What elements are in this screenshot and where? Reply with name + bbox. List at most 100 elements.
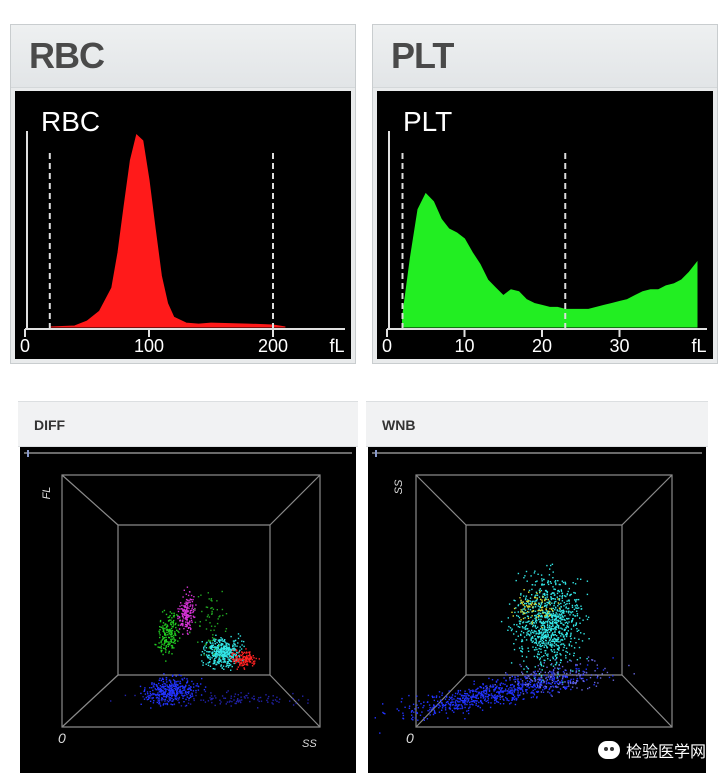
diff-cyan-cluster-point: [232, 658, 234, 660]
diff-green-cluster-point: [174, 642, 176, 644]
wnb-blue-scatter-point: [526, 667, 529, 669]
diff-magenta-cluster-point: [189, 609, 192, 612]
diff-scatter-noise-point: [199, 621, 201, 623]
wnb-blue-band-point: [445, 701, 448, 704]
wnb-blue-band-point: [455, 699, 457, 702]
diff-scatter-noise-point: [205, 644, 207, 646]
diff-blue-tail-point: [243, 696, 246, 698]
wnb-box-edge: [621, 674, 673, 728]
wnb-cyan-cluster-point: [557, 615, 559, 618]
wnb-blue-band-point: [465, 696, 467, 698]
diff-cyan-cluster-point: [225, 654, 228, 656]
diff-blue-cluster-point: [153, 683, 155, 686]
diff-blue-tail-point: [272, 695, 274, 697]
wnb-cyan-cluster-point: [513, 623, 515, 626]
wnb-cyan-cluster-point: [544, 628, 546, 631]
wnb-cyan-cluster-point: [553, 592, 555, 594]
wnb-cyan-cluster-point: [563, 646, 565, 648]
wnb-blue-band-point: [552, 686, 555, 688]
diff-cyan-cluster-point: [208, 651, 211, 653]
wnb-blue-scatter-point: [537, 685, 539, 687]
diff-green-cluster-point: [164, 623, 166, 625]
diff-blue-cluster-point: [188, 688, 190, 691]
wnb-blue-band-point: [503, 690, 506, 692]
diff-blue-tail-point: [124, 694, 127, 697]
wnb-cyan-cluster-point: [575, 599, 577, 601]
wnb-blue-scatter-point: [505, 672, 507, 674]
wnb-cyan-cluster-point: [548, 574, 551, 576]
wnb-blue-band-point: [486, 685, 488, 687]
wnb-blue-band-point: [507, 692, 509, 694]
wnb-cyan-cluster-point: [565, 633, 567, 636]
wnb-blue-scatter-point: [527, 677, 529, 679]
wnb-blue-band-point: [451, 701, 453, 703]
wnb-blue-scatter-point: [545, 686, 548, 688]
wnb-blue-band-point: [612, 675, 614, 677]
diff-blue-cluster-point: [155, 694, 157, 697]
diff-cyan-cluster-point: [213, 662, 215, 664]
wnb-cyan-cluster-point: [527, 650, 530, 652]
wnb-blue-band-point: [502, 703, 505, 705]
wnb-cyan-cluster-point: [521, 647, 523, 650]
wnb-cyan-cluster-point: [553, 605, 555, 607]
wnb-yellow-cluster-point: [513, 607, 516, 610]
diff-cyan-cluster-point: [222, 656, 225, 659]
wnb-cyan-cluster-point: [559, 614, 562, 616]
wnb-blue-band-point: [526, 692, 528, 694]
wnb-cyan-cluster-point: [556, 640, 558, 642]
diff-blue-tail-point: [223, 697, 225, 699]
diff-cyan-cluster-point: [225, 665, 227, 668]
wnb-blue-band-point: [494, 699, 496, 702]
wnb-cyan-cluster-point: [556, 651, 558, 654]
wnb-cyan-cluster-point: [542, 593, 544, 595]
diff-magenta-cluster-point: [185, 618, 187, 621]
wnb-blue-scatter-point: [534, 680, 536, 682]
diff-cyan-cluster-point: [223, 645, 225, 647]
wnb-cyan-cluster-point: [553, 642, 556, 644]
diff-blue-cluster-point: [160, 688, 162, 691]
wnb-cyan-cluster-point: [524, 628, 526, 630]
wnb-blue-band-point: [570, 678, 572, 681]
diff-magenta-cluster-point: [193, 616, 195, 619]
wnb-blue-band-point: [494, 694, 496, 696]
wnb-blue-band-point: [464, 706, 466, 709]
wnb-blue-band-point: [564, 676, 567, 678]
wnb-blue-band-point: [526, 689, 528, 691]
diff-cyan-cluster-point: [233, 653, 235, 655]
diff-cyan-cluster-point: [216, 646, 218, 649]
wnb-blue-scatter-point: [566, 661, 569, 663]
wnb-cyan-cluster-point: [538, 641, 540, 643]
diff-magenta-cluster: [177, 586, 197, 635]
wnb-blue-scatter-point: [564, 681, 566, 683]
wnb-cyan-cluster-point: [537, 657, 539, 659]
diff-red-cluster-point: [251, 662, 253, 664]
wnb-cyan-cluster-point: [586, 593, 589, 596]
diff-cyan-cluster-point: [232, 647, 234, 650]
wnb-cyan-cluster-point: [553, 645, 556, 647]
wnb-cyan-cluster-point: [540, 663, 542, 665]
wnb-cyan-cluster-point: [546, 626, 549, 629]
wnb-cyan-cluster-point: [559, 595, 561, 597]
wnb-cyan-cluster-point: [560, 618, 562, 620]
wnb-blue-band-point: [443, 704, 446, 707]
wnb-blue-band-point: [496, 695, 498, 697]
diff-cyan-cluster-point: [228, 647, 231, 649]
wnb-cyan-cluster-point: [543, 625, 545, 627]
diff-scatter-noise-point: [212, 634, 214, 636]
diff-green-cluster-point: [159, 629, 161, 631]
diff-blue-cluster-point: [173, 687, 175, 690]
diff-blue-cluster-point: [164, 693, 166, 695]
wnb-cyan-cluster-point: [548, 637, 550, 639]
diff-cyan-cluster-point: [225, 651, 228, 653]
wnb-blue-band-point: [500, 689, 502, 691]
diff-magenta-cluster-point: [177, 608, 179, 610]
wnb-blue-band-point: [411, 710, 413, 712]
wnb-cyan-cluster-point: [550, 649, 552, 651]
wnb-cyan-cluster-point: [561, 580, 563, 582]
wnb-cyan-cluster-point: [546, 604, 548, 606]
wnb-blue-band-point: [476, 691, 478, 693]
diff-cyan-cluster-point: [221, 640, 224, 642]
diff-blue-tail-point: [258, 697, 260, 699]
diff-cyan-cluster-point: [217, 645, 220, 648]
diff-magenta-cluster-point: [181, 608, 183, 610]
